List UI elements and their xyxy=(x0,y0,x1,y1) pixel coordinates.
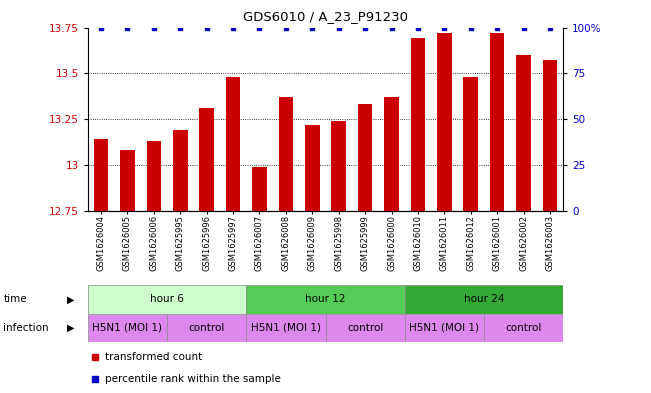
Text: transformed count: transformed count xyxy=(105,351,202,362)
Text: control: control xyxy=(347,323,383,333)
Text: infection: infection xyxy=(3,323,49,333)
Bar xyxy=(167,314,246,342)
Text: percentile rank within the sample: percentile rank within the sample xyxy=(105,374,281,384)
Bar xyxy=(405,314,484,342)
Bar xyxy=(490,33,505,211)
Bar xyxy=(405,285,563,314)
Bar xyxy=(516,55,531,211)
Bar xyxy=(411,39,425,211)
Bar xyxy=(246,285,405,314)
Text: H5N1 (MOI 1): H5N1 (MOI 1) xyxy=(409,323,479,333)
Text: hour 24: hour 24 xyxy=(464,294,504,305)
Bar xyxy=(326,314,405,342)
Text: GDS6010 / A_23_P91230: GDS6010 / A_23_P91230 xyxy=(243,10,408,23)
Text: H5N1 (MOI 1): H5N1 (MOI 1) xyxy=(92,323,163,333)
Bar xyxy=(464,77,478,211)
Bar xyxy=(252,167,267,211)
Bar xyxy=(173,130,187,211)
Bar xyxy=(543,61,557,211)
Bar xyxy=(146,141,161,211)
Bar xyxy=(384,97,399,211)
Text: time: time xyxy=(3,294,27,305)
Bar xyxy=(279,97,293,211)
Bar xyxy=(437,33,452,211)
Text: control: control xyxy=(189,323,225,333)
Text: hour 12: hour 12 xyxy=(305,294,346,305)
Text: hour 6: hour 6 xyxy=(150,294,184,305)
Bar xyxy=(120,150,135,211)
Bar xyxy=(246,314,326,342)
Bar xyxy=(358,105,372,211)
Text: ▶: ▶ xyxy=(67,294,75,305)
Text: ▶: ▶ xyxy=(67,323,75,333)
Bar xyxy=(305,125,320,211)
Bar xyxy=(331,121,346,211)
Bar xyxy=(88,314,167,342)
Bar xyxy=(484,314,563,342)
Bar xyxy=(226,77,240,211)
Bar xyxy=(88,285,246,314)
Text: H5N1 (MOI 1): H5N1 (MOI 1) xyxy=(251,323,321,333)
Text: control: control xyxy=(505,323,542,333)
Bar xyxy=(94,139,108,211)
Bar xyxy=(199,108,214,211)
